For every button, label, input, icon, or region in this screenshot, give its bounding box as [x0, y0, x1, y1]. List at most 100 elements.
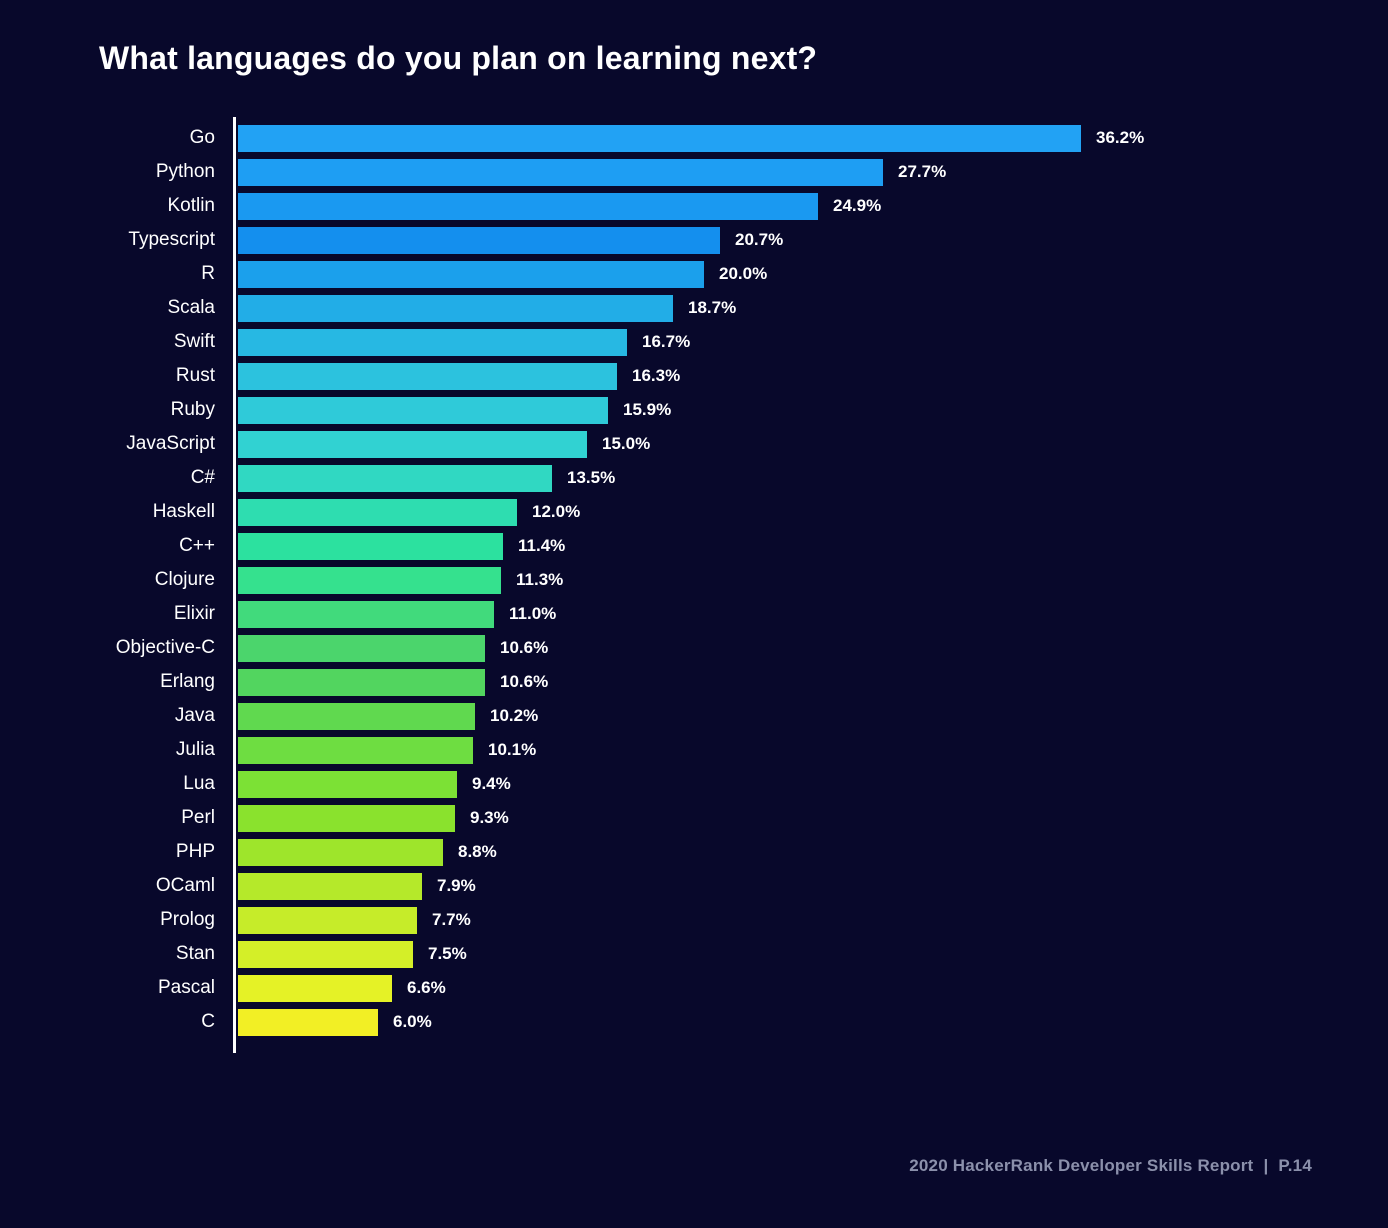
bar: [238, 260, 704, 288]
chart-row: Elixir 11.0%: [75, 597, 1388, 631]
value-label: 15.9%: [623, 400, 672, 419]
footer: 2020 HackerRank Developer Skills Report |…: [909, 1156, 1312, 1176]
value-label: 9.4%: [472, 774, 511, 793]
bar: [238, 940, 413, 968]
footer-page-number: P.14: [1278, 1156, 1312, 1175]
value-label: 36.2%: [1096, 128, 1145, 147]
chart-row: Erlang 10.6%: [75, 665, 1388, 699]
chart-row: Objective-C 10.6%: [75, 631, 1388, 665]
chart-row: Julia 10.1%: [75, 733, 1388, 767]
bar: [238, 770, 457, 798]
bar: [238, 192, 818, 220]
chart-rows: Go 36.2% Python 27.7% Kotlin 24.9% Typescript 2…: [75, 121, 1388, 1039]
category-label: Rust: [175, 365, 215, 386]
value-label: 20.7%: [735, 230, 784, 249]
value-label: 11.3%: [516, 570, 564, 589]
category-label: Pascal: [157, 977, 215, 998]
bar: [238, 668, 485, 696]
chart-row: Typescript 20.7%: [75, 223, 1388, 257]
value-label: 24.9%: [833, 196, 882, 215]
bar: [238, 804, 455, 832]
bar: [238, 600, 494, 628]
value-label: 10.6%: [500, 672, 549, 691]
chart-row: C 6.0%: [75, 1005, 1388, 1039]
bar: [238, 872, 422, 900]
category-label: Elixir: [173, 603, 215, 624]
chart-row: Lua 9.4%: [75, 767, 1388, 801]
bar: [238, 974, 392, 1002]
category-label: C#: [190, 467, 215, 488]
chart-row: C++ 11.4%: [75, 529, 1388, 563]
category-label: Haskell: [152, 501, 215, 522]
category-label: Prolog: [160, 909, 215, 930]
category-label: Kotlin: [167, 195, 215, 216]
chart-row: Go 36.2%: [75, 121, 1388, 155]
category-label: Typescript: [128, 229, 215, 250]
category-label: Lua: [183, 773, 215, 794]
chart-row: Swift 16.7%: [75, 325, 1388, 359]
category-label: OCaml: [155, 875, 215, 896]
value-label: 10.2%: [490, 706, 539, 725]
category-label: Swift: [173, 331, 215, 352]
bar: [238, 532, 503, 560]
value-label: 7.9%: [437, 876, 476, 895]
value-label: 13.5%: [567, 468, 616, 487]
category-label: Erlang: [160, 671, 215, 692]
category-label: Ruby: [170, 399, 215, 420]
category-label: Go: [189, 127, 215, 148]
bar: [238, 464, 552, 492]
value-label: 11.4%: [518, 536, 566, 555]
chart-row: Rust 16.3%: [75, 359, 1388, 393]
chart-row: Haskell 12.0%: [75, 495, 1388, 529]
chart-row: Ruby 15.9%: [75, 393, 1388, 427]
bar: [238, 838, 443, 866]
chart-row: PHP 8.8%: [75, 835, 1388, 869]
bar: [238, 158, 883, 186]
bar-chart: Go 36.2% Python 27.7% Kotlin 24.9% Typescript 2…: [75, 117, 1388, 1053]
value-label: 7.7%: [432, 910, 471, 929]
category-label: PHP: [175, 841, 215, 862]
bar: [238, 294, 673, 322]
value-label: 9.3%: [470, 808, 509, 827]
value-label: 6.0%: [393, 1012, 432, 1031]
value-label: 20.0%: [719, 264, 768, 283]
category-label: Python: [155, 161, 215, 182]
bar: [238, 702, 475, 730]
chart-row: Kotlin 24.9%: [75, 189, 1388, 223]
chart-row: Perl 9.3%: [75, 801, 1388, 835]
bar: [238, 226, 720, 254]
category-label: Stan: [175, 943, 215, 964]
bar: [238, 736, 473, 764]
value-label: 8.8%: [458, 842, 497, 861]
category-label: Perl: [181, 807, 215, 828]
bar: [238, 634, 485, 662]
bar: [238, 1008, 378, 1036]
chart-row: Clojure 11.3%: [75, 563, 1388, 597]
chart-row: JavaScript 15.0%: [75, 427, 1388, 461]
value-label: 27.7%: [898, 162, 947, 181]
chart-row: C# 13.5%: [75, 461, 1388, 495]
bar: [238, 362, 617, 390]
value-label: 10.6%: [500, 638, 549, 657]
value-label: 10.1%: [488, 740, 537, 759]
chart-row: Prolog 7.7%: [75, 903, 1388, 937]
value-label: 16.7%: [642, 332, 691, 351]
category-label: Scala: [167, 297, 215, 318]
chart-row: Scala 18.7%: [75, 291, 1388, 325]
chart-row: Java 10.2%: [75, 699, 1388, 733]
category-label: C++: [179, 535, 215, 556]
category-label: Objective-C: [115, 637, 215, 658]
value-label: 6.6%: [407, 978, 446, 997]
bar: [238, 396, 608, 424]
bar: [238, 498, 517, 526]
bar: [238, 430, 587, 458]
bar: [238, 328, 627, 356]
category-label: C: [201, 1011, 215, 1032]
chart-title: What languages do you plan on learning n…: [99, 40, 818, 76]
bar: [238, 124, 1081, 152]
category-label: Java: [174, 705, 215, 726]
bar: [238, 906, 417, 934]
value-label: 12.0%: [532, 502, 581, 521]
chart-row: Pascal 6.6%: [75, 971, 1388, 1005]
